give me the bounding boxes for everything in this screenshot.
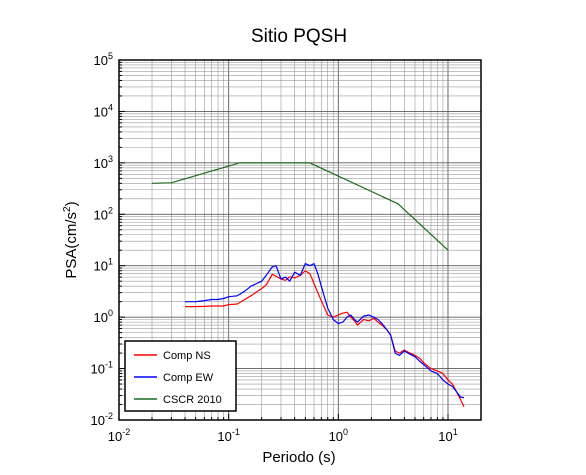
legend: Comp NS Comp EW CSCR 2010 — [124, 340, 237, 412]
series-line-2 — [185, 263, 465, 399]
y-tick-label: 101 — [94, 257, 113, 274]
x-tick-label: 101 — [438, 427, 457, 444]
y-tick-label: 100 — [94, 308, 113, 325]
x-tick-label: 100 — [329, 427, 348, 444]
legend-label-1: Comp NS — [163, 350, 211, 362]
y-tick-label: 102 — [94, 205, 113, 222]
x-tick-labels: 10-2 10-1 100 101 — [108, 427, 458, 444]
y-tick-label: 10-2 — [91, 411, 113, 428]
series-layer — [151, 162, 465, 408]
legend-label-3: CSCR 2010 — [163, 394, 222, 406]
x-axis-label: Periodo (s) — [262, 449, 335, 466]
x-tick-label: 10-2 — [108, 427, 130, 444]
y-tick-label: 105 — [94, 51, 113, 68]
y-tick-label: 103 — [94, 154, 113, 171]
chart-title: Sitio PQSH — [251, 26, 347, 47]
plot-frame — [118, 59, 482, 421]
y-tick-label: 10-1 — [91, 360, 113, 377]
y-axis-label: PSA(cm/s2) — [62, 201, 80, 278]
y-tick-labels: 10-2 10-1 100 101 102 103 104 105 — [91, 51, 113, 428]
x-tick-label: 10-1 — [217, 427, 239, 444]
series-line-3 — [151, 162, 449, 251]
y-tick-label: 104 — [94, 102, 113, 119]
legend-label-2: Comp EW — [163, 372, 214, 384]
series-line-1 — [185, 270, 465, 408]
